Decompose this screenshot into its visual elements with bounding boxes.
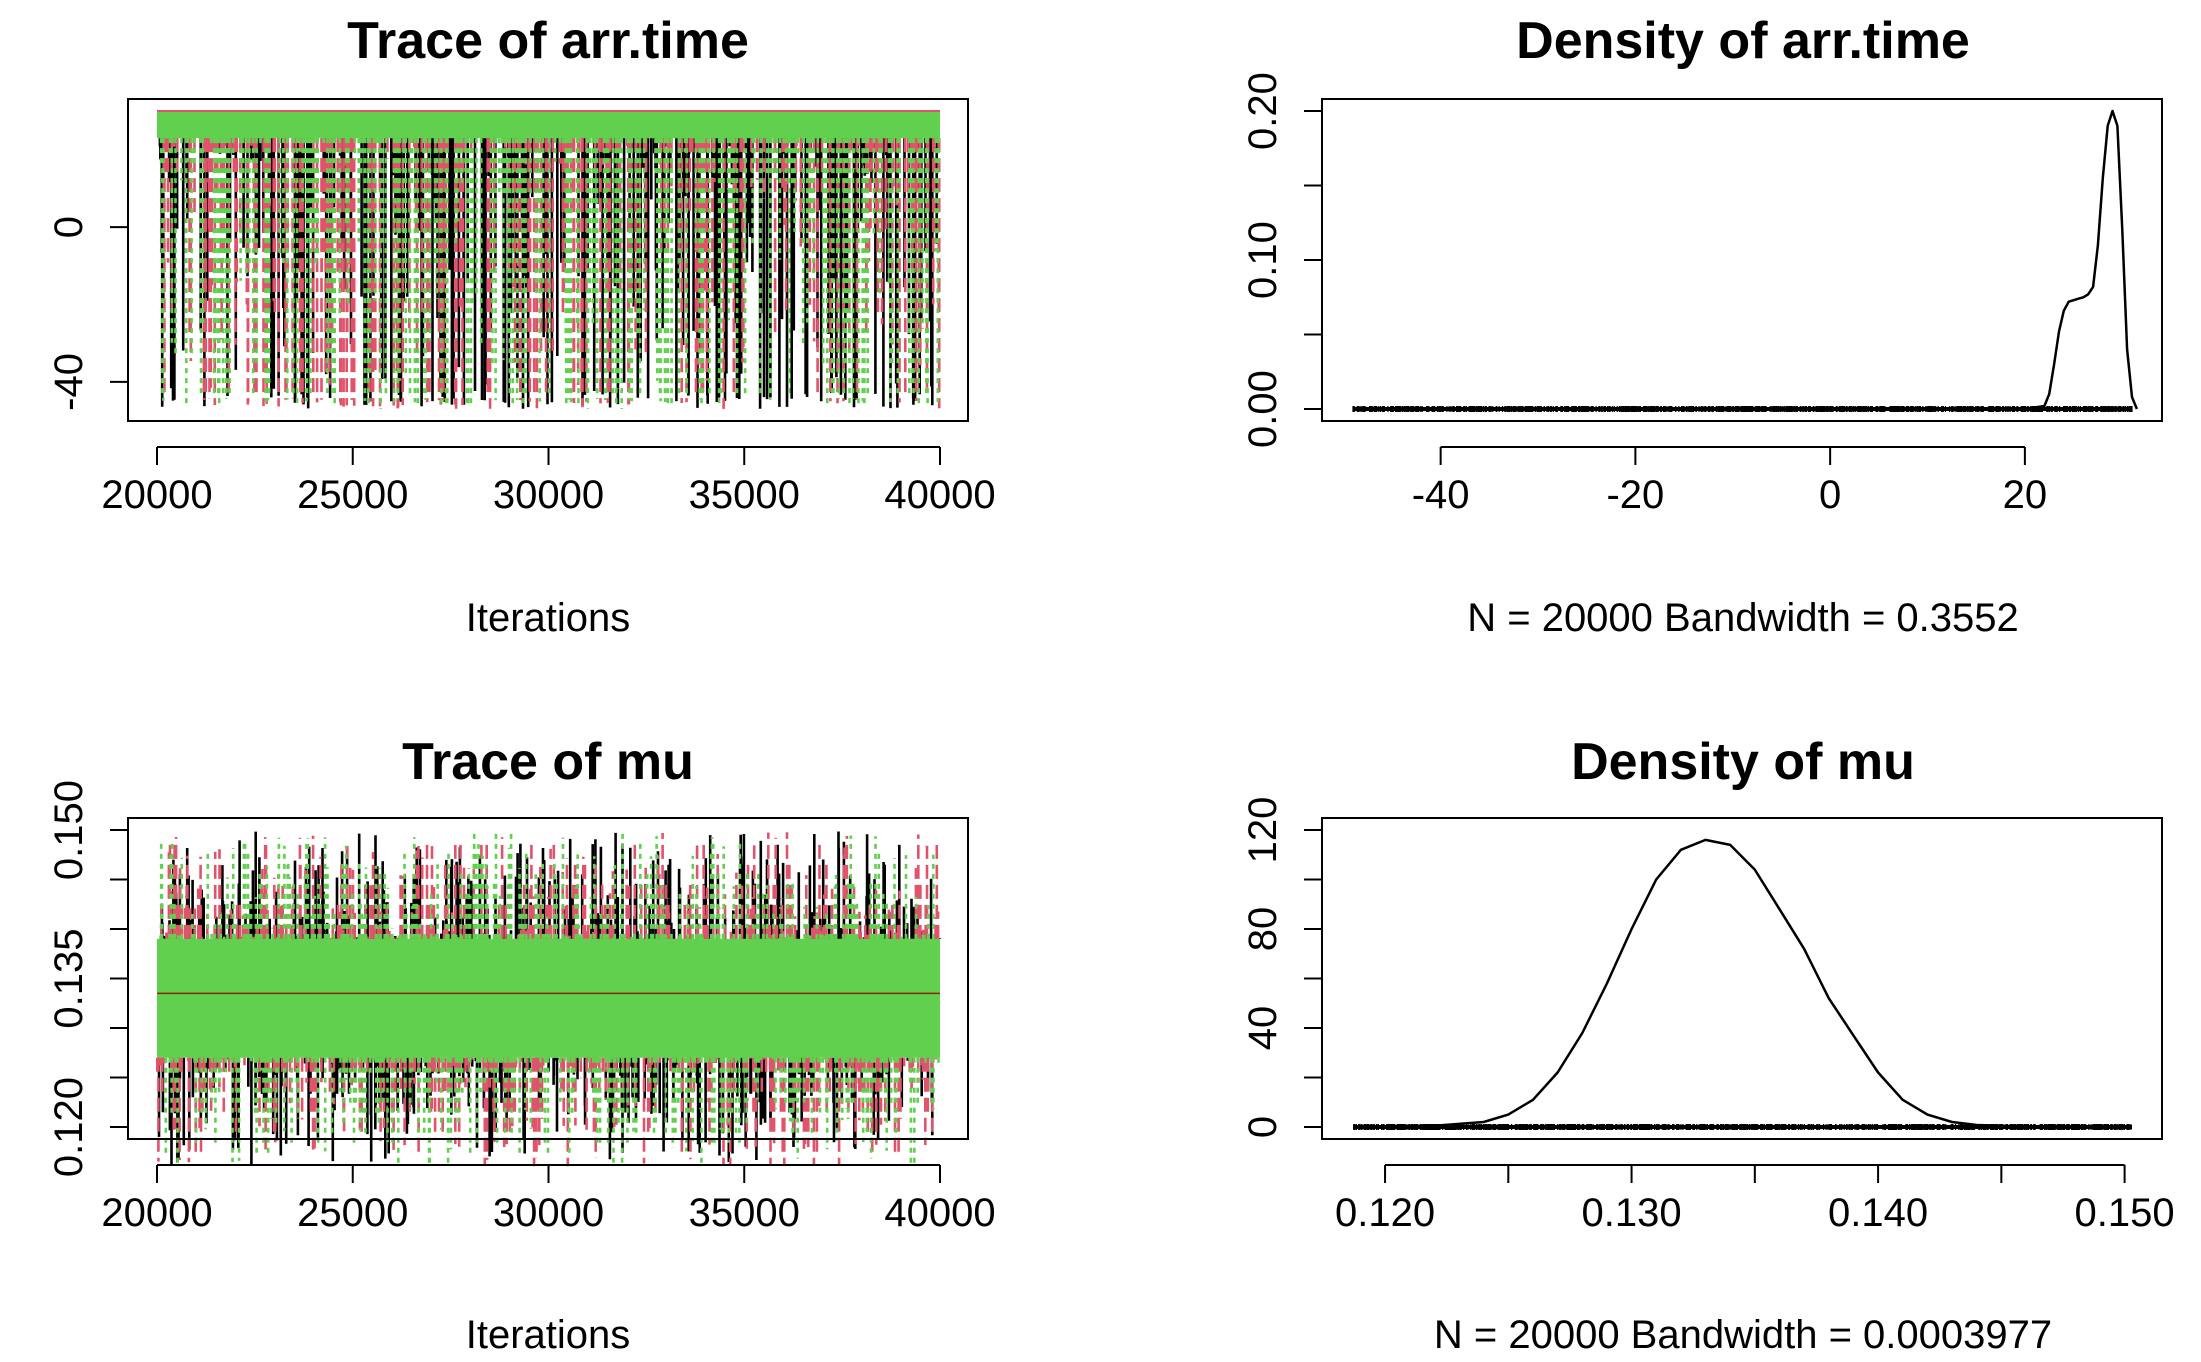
y-tick-label: -40 xyxy=(47,353,91,411)
y-tick-label: 0.20 xyxy=(1241,72,1285,150)
x-tick-label: 0.150 xyxy=(2075,1191,2175,1235)
y-tick-label: 0.150 xyxy=(47,780,91,880)
y-tick-label: 0.00 xyxy=(1241,370,1285,448)
x-tick-label: 0.120 xyxy=(1335,1191,1435,1235)
y-axis: 0.120 0.135 0.150 xyxy=(47,780,129,1177)
y-axis: -40 0 xyxy=(47,216,129,411)
x-tick-label: 0.130 xyxy=(1582,1191,1682,1235)
plot-frame xyxy=(1321,817,2163,1140)
trace-spikes xyxy=(159,832,940,1167)
x-axis: 0.120 0.130 0.140 0.150 xyxy=(1335,1164,2175,1235)
x-tick-label: 30000 xyxy=(493,1191,604,1235)
panel-trace-mu: Trace of mu 20000 25000 30000 35000 40000 0.… xyxy=(47,733,996,1357)
density-curve xyxy=(1352,838,2133,1130)
trace-spikes xyxy=(159,138,940,409)
chart-title: Density of arr.time xyxy=(1516,12,1970,70)
trace-lines xyxy=(157,110,941,409)
panel-density-mu: Density of mu 0.120 0.130 0.140 0.150 0 40 80… xyxy=(1241,733,2175,1357)
x-tick-label: 20000 xyxy=(101,473,212,517)
y-tick-label: 120 xyxy=(1241,797,1285,864)
y-tick-label: 0.120 xyxy=(47,1077,91,1177)
density-curve xyxy=(1352,109,2139,412)
plot-frame xyxy=(1321,98,2163,422)
x-tick-label: 25000 xyxy=(297,473,408,517)
x-axis: 20000 25000 30000 35000 40000 xyxy=(101,446,996,517)
density-line xyxy=(1352,838,2133,1129)
y-tick-label: 0.10 xyxy=(1241,221,1285,299)
x-tick-label: 20 xyxy=(2003,473,2048,517)
chart-title: Trace of arr.time xyxy=(347,12,749,70)
trace-band xyxy=(157,938,940,1058)
chart-title: Trace of mu xyxy=(402,733,694,791)
density-line xyxy=(1353,109,2139,411)
y-tick-label: 0 xyxy=(47,216,91,238)
y-tick-label: 0 xyxy=(1241,1116,1285,1138)
chart-title: Density of mu xyxy=(1571,733,1915,791)
panel-density-arr-time: Density of arr.time -40 -20 0 20 0.000.100.… xyxy=(1241,12,2163,640)
y-tick-label: 80 xyxy=(1241,907,1285,952)
x-tick-label: 0.140 xyxy=(1828,1191,1928,1235)
trace-series-3 xyxy=(157,111,940,409)
trace-band xyxy=(157,111,940,139)
y-axis: 0.00 0.10 0.20 xyxy=(1241,72,1323,448)
x-tick-label: 25000 xyxy=(297,1191,408,1235)
trace-lines xyxy=(155,831,942,1167)
x-tick-label: 35000 xyxy=(689,473,800,517)
y-tick-label: 40 xyxy=(1241,1006,1285,1051)
y-axis: 0 40 80 120 xyxy=(1241,797,1323,1138)
panel-trace-arr-time: Trace of arr.time 20000 25000 30000 35000 40… xyxy=(47,12,996,640)
x-tick-label: 0 xyxy=(1819,473,1841,517)
x-tick-label: 30000 xyxy=(493,473,604,517)
x-axis: -40 -20 0 20 xyxy=(1412,446,2048,517)
x-axis-label: Iterations xyxy=(466,596,631,640)
y-tick-label: 0.135 xyxy=(47,928,91,1028)
x-tick-label: -40 xyxy=(1412,473,1470,517)
x-axis-label: Iterations xyxy=(466,1313,631,1357)
trace-series-3 xyxy=(157,832,940,1167)
x-axis: 20000 25000 30000 35000 40000 xyxy=(101,1164,996,1235)
x-tick-label: -20 xyxy=(1606,473,1664,517)
x-axis-label: N = 20000 Bandwidth = 0.3552 xyxy=(1467,596,2019,640)
x-tick-label: 35000 xyxy=(689,1191,800,1235)
x-tick-label: 40000 xyxy=(884,473,995,517)
x-axis-label: N = 20000 Bandwidth = 0.0003977 xyxy=(1434,1313,2052,1357)
x-tick-label: 40000 xyxy=(884,1191,995,1235)
x-tick-label: 20000 xyxy=(101,1191,212,1235)
